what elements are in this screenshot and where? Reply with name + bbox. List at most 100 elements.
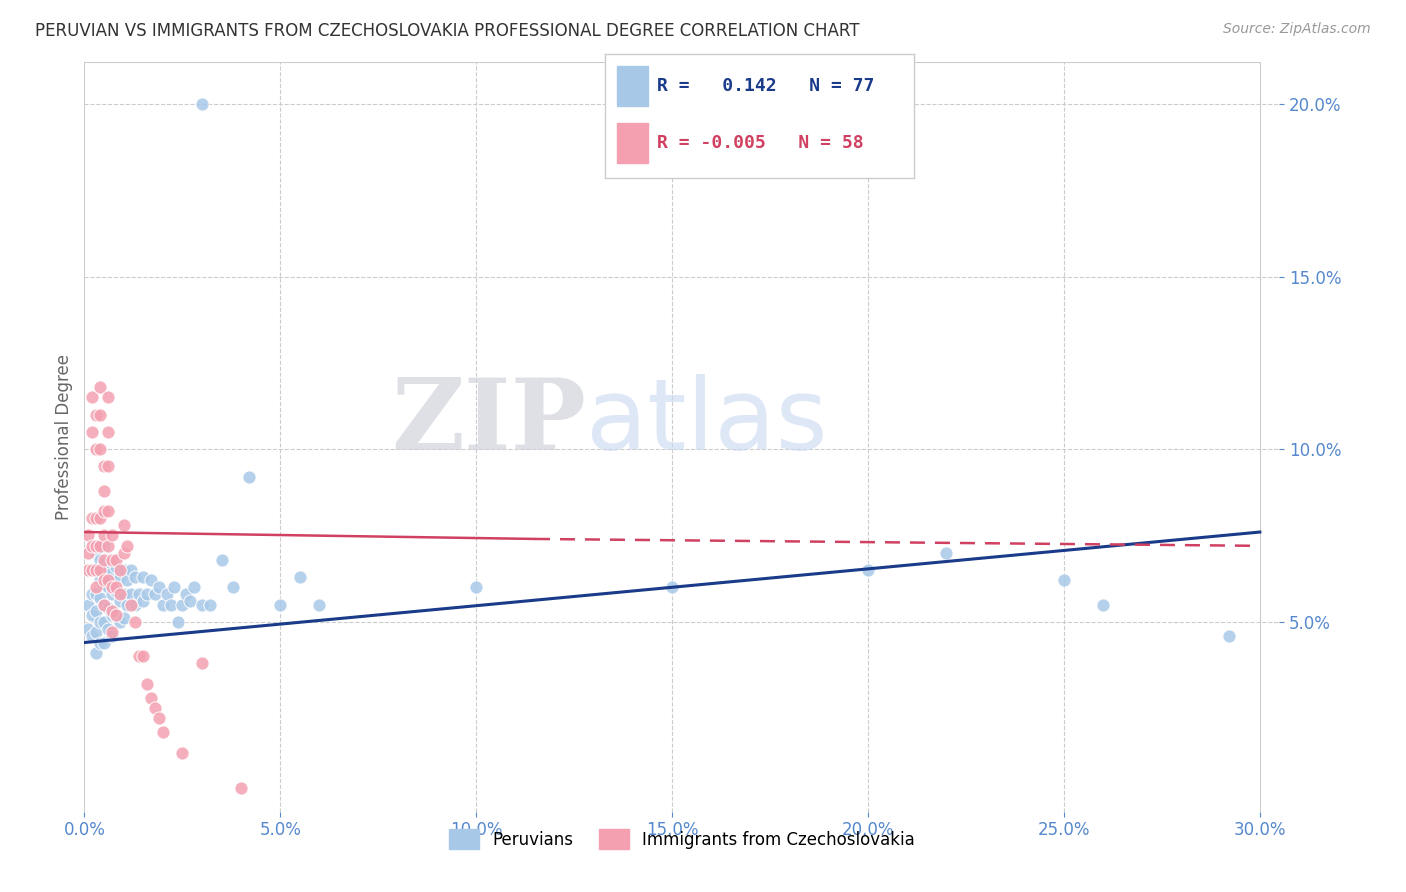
Point [112,518,135,533]
Point [308,598,330,612]
Point [128,649,150,664]
Point [84,587,107,601]
Point [97,574,120,588]
Point [179,594,201,608]
Point [93,528,115,542]
Point [101,587,124,601]
Point [84,408,107,422]
Point [101,629,124,643]
Point [84,563,107,577]
Point [152,598,174,612]
Point [108,563,131,577]
Point [139,690,162,705]
Point [132,570,155,584]
Point [198,598,221,612]
Point [77,528,100,542]
Point [101,552,124,566]
Point [84,539,107,553]
Point [101,528,124,542]
Point [124,598,146,612]
Point [77,546,100,560]
Point [93,552,115,566]
Point [465,580,488,594]
Point [124,615,146,629]
Point [132,649,155,664]
Point [139,574,162,588]
Point [77,563,100,577]
Point [84,511,107,525]
Point [163,580,186,594]
Point [104,559,127,574]
Point [112,563,135,577]
Point [89,552,111,566]
Point [82,607,104,622]
Point [661,580,683,594]
Point [89,563,111,577]
Point [93,598,115,612]
Point [82,539,104,553]
Text: ZIP: ZIP [391,374,586,471]
Point [148,580,170,594]
Point [77,622,100,636]
Point [97,390,120,404]
Point [108,615,131,629]
Point [84,546,107,560]
Point [97,622,120,636]
Point [84,442,107,457]
Point [117,539,139,553]
Point [104,552,127,566]
Point [84,625,107,640]
Point [93,598,115,612]
Point [104,580,127,594]
Point [132,594,155,608]
Point [183,580,205,594]
Point [191,657,214,671]
Point [174,587,197,601]
Point [93,635,115,649]
Point [117,598,139,612]
Point [191,96,214,111]
Point [82,390,104,404]
Point [269,598,291,612]
Point [93,483,115,498]
Point [97,601,120,615]
Point [1053,574,1076,588]
Point [93,459,115,474]
Point [101,566,124,581]
Point [117,574,139,588]
Point [82,629,104,643]
Bar [617,66,648,106]
Point [136,677,159,691]
Point [89,591,111,605]
Text: R = -0.005   N = 58: R = -0.005 N = 58 [657,135,863,153]
Point [97,539,120,553]
Point [84,563,107,577]
Text: R =   0.142   N = 77: R = 0.142 N = 77 [657,77,875,95]
Point [288,570,311,584]
Point [101,604,124,618]
Point [93,504,115,518]
Point [82,563,104,577]
Point [89,539,111,553]
Point [143,701,166,715]
Point [124,570,146,584]
Point [104,583,127,598]
Point [97,459,120,474]
Point [152,725,174,739]
Point [104,607,127,622]
Point [120,587,142,601]
Point [82,563,104,577]
Point [89,408,111,422]
Point [89,380,111,394]
Point [89,635,111,649]
Point [93,574,115,588]
Point [148,711,170,725]
Point [159,598,181,612]
Point [93,577,115,591]
Legend: Peruvians, Immigrants from Czechoslovakia: Peruvians, Immigrants from Czechoslovaki… [443,822,921,855]
Point [120,563,142,577]
Point [172,598,194,612]
Point [77,598,100,612]
Point [143,587,166,601]
Point [222,580,245,594]
